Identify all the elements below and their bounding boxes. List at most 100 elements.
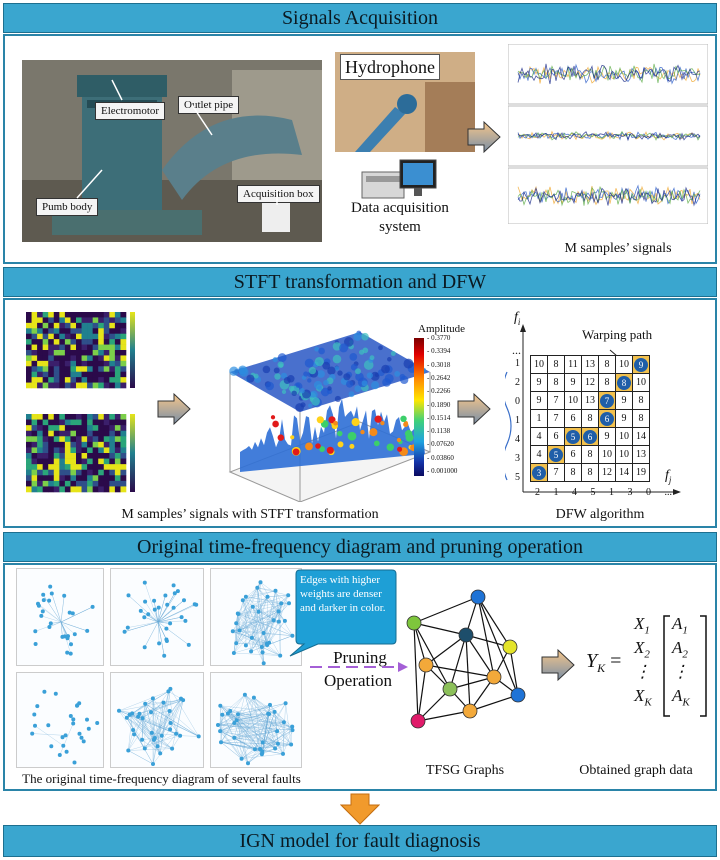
graph-node	[30, 731, 35, 736]
graph-node	[255, 585, 260, 590]
spectrogram-cell	[103, 350, 110, 356]
spectrogram-cell	[87, 344, 93, 351]
dfw-row-label: 2	[515, 377, 520, 388]
spectrogram-cell	[26, 339, 32, 345]
spectrogram-cell	[53, 382, 60, 389]
graph-node	[156, 605, 161, 610]
surface-patch	[299, 388, 305, 394]
spectrogram-cell	[76, 475, 82, 482]
matrix-a-entry: A2	[672, 638, 688, 661]
spectrogram-cell	[48, 414, 55, 420]
spectrogram-cell	[87, 339, 93, 345]
surface-peak	[349, 443, 355, 449]
graph-edge	[157, 595, 166, 623]
tfsg-edge	[413, 622, 451, 690]
graph-node	[163, 593, 168, 598]
spectrogram-cell	[31, 350, 38, 356]
spectrogram-cell	[26, 333, 32, 340]
dfw-matrix-cell: 4	[530, 445, 548, 464]
colorbar-ticks: - 0.3770 - 0.3394 - 0.3018 - 0.2642 - 0.2266…	[427, 334, 475, 480]
surface-patch	[280, 372, 288, 379]
spectrogram-cell	[70, 458, 77, 465]
graph-edge	[132, 713, 161, 754]
surface-peak	[337, 441, 344, 448]
tfsg-edge	[417, 710, 471, 722]
spectrogram-cell	[114, 464, 121, 471]
spectrogram-cell	[64, 469, 71, 476]
graph-node	[234, 621, 239, 626]
signals-caption: M samples’ signals	[564, 241, 672, 256]
graph-edge	[241, 753, 284, 759]
graph-edge	[118, 710, 155, 741]
graph-edge	[282, 730, 293, 754]
matrix-a-entry: AK	[672, 686, 690, 709]
spectrogram-cell	[31, 447, 38, 454]
section-stft-dfw: STFT transformation and DFW	[3, 267, 717, 297]
spectrogram-cell	[103, 475, 110, 482]
graph-edge	[32, 733, 66, 736]
spectrogram-cell	[26, 350, 32, 356]
spectrogram-colorbar	[130, 414, 135, 492]
spectrogram-cell	[92, 469, 99, 476]
spectrogram-cell	[26, 458, 32, 465]
spectrogram-cell	[92, 333, 99, 340]
matrix-right-bracket	[700, 615, 707, 717]
graph-node	[271, 618, 276, 623]
spectrogram-cell	[37, 360, 43, 367]
graph-node	[161, 700, 166, 705]
dfw-matrix-cell: 8	[564, 463, 582, 482]
graph-node	[275, 729, 280, 734]
pruning-label-line2: Operation	[324, 671, 392, 690]
graph-node	[273, 588, 278, 593]
spectrogram-cell	[42, 339, 49, 345]
spectrogram-cell	[26, 360, 32, 367]
graph-node	[60, 735, 65, 740]
spectrogram-cell	[64, 441, 71, 448]
spectrogram-cell	[37, 312, 43, 318]
spectrogram-cell	[81, 350, 88, 356]
dfw-col-labels: 2 1 4 5 1 3 0...	[530, 487, 672, 501]
graph-edge	[157, 621, 165, 656]
surface-peak	[292, 448, 300, 456]
spectrogram-cell	[81, 377, 88, 383]
spectrogram-cell	[42, 464, 49, 471]
graph-node	[252, 747, 257, 752]
fj-axis-label: fj	[665, 468, 671, 485]
spectrogram-cell	[98, 447, 105, 454]
graph-node	[276, 609, 281, 614]
dfw-matrix-cell: 4	[530, 427, 548, 446]
graph-edge	[217, 704, 271, 726]
graph-edge	[237, 703, 286, 715]
dfw-matrix-row: 3 7 8 8 12 14 19	[530, 463, 650, 482]
spectrogram-1	[26, 312, 135, 389]
spectrogram-cell	[64, 339, 71, 345]
spectrogram-cell	[70, 377, 77, 383]
spectrogram-cell	[26, 430, 32, 437]
spectrogram-cell	[109, 312, 116, 318]
surface-patch	[303, 371, 309, 377]
graph-edge	[157, 621, 171, 624]
fj-sub: j	[668, 474, 672, 485]
surface-patch	[359, 349, 365, 355]
spectrogram-cell	[64, 333, 71, 340]
graph-node	[171, 605, 176, 610]
spectrogram-cell	[76, 366, 82, 373]
dfw-matrix-row: 9 8 9 12 8 8 10	[530, 373, 650, 392]
graph-edge	[128, 688, 171, 751]
spectrogram-cell	[103, 371, 110, 378]
spectrogram-cell	[53, 328, 60, 335]
graph-edge	[139, 699, 184, 714]
spectrogram-cell	[37, 355, 43, 362]
graph-node	[47, 625, 52, 629]
spectrogram-cell	[31, 475, 38, 482]
graph-node	[171, 583, 176, 588]
dfw-matrix-cell: 10	[564, 391, 582, 410]
graph-node	[170, 746, 175, 751]
spectrogram-cell	[81, 425, 88, 432]
graph-edge	[154, 609, 159, 623]
spectrogram-cell	[87, 419, 93, 426]
tfsg-node	[418, 657, 434, 673]
spectrogram-cell	[103, 317, 110, 324]
surface-patch	[327, 366, 336, 375]
fj-text: f	[665, 468, 669, 483]
